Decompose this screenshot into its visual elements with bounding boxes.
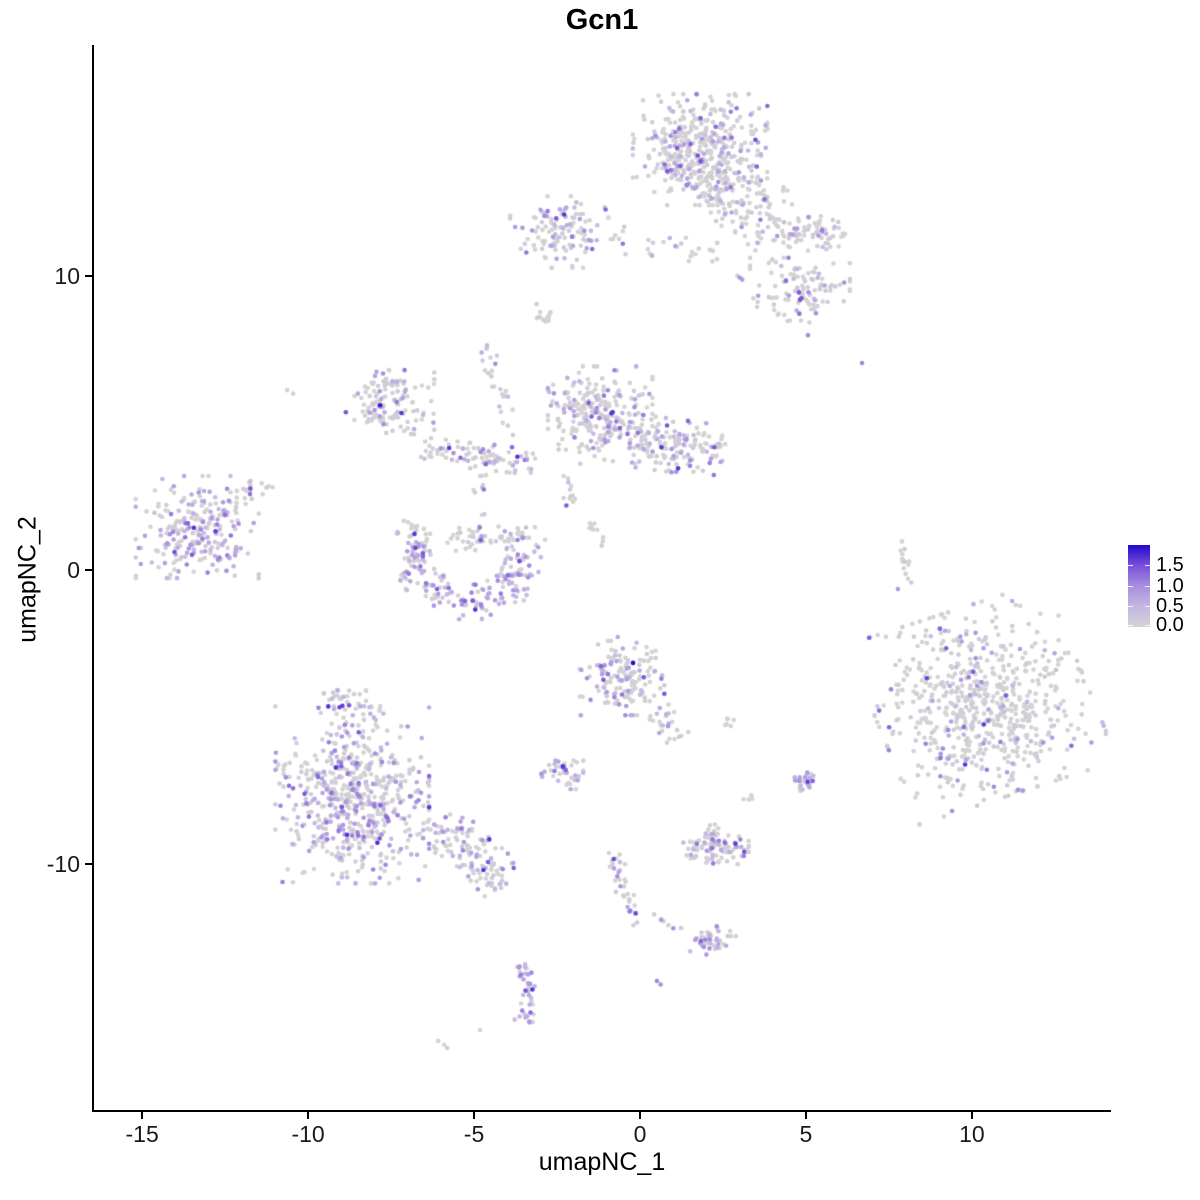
x-axis-title: umapNC_1 (538, 1148, 666, 1176)
x-tick-mark (141, 1112, 144, 1119)
x-tick-mark (639, 1112, 641, 1119)
x-tick-label: 0 (633, 1121, 647, 1147)
x-tick-label: -5 (463, 1121, 485, 1147)
legend-tick-mark (1145, 564, 1150, 566)
legend-tick-mark (1128, 564, 1133, 566)
x-tick-mark (804, 1112, 807, 1119)
legend-label: 1.5 (1156, 553, 1184, 576)
legend-label: 0.0 (1156, 613, 1184, 636)
y-tick-mark (85, 569, 92, 571)
y-axis-title: umapNC_2 (13, 516, 42, 643)
legend-tick-mark (1145, 624, 1150, 626)
x-tick-label: -10 (291, 1121, 325, 1147)
y-tick-label: 0 (67, 557, 80, 583)
x-tick-mark (473, 1112, 476, 1119)
legend-label: 0.5 (1156, 595, 1184, 618)
legend-tick-mark (1145, 586, 1150, 587)
y-axis-line (92, 45, 94, 1112)
legend-tick-mark (1128, 586, 1133, 587)
plot-area (94, 45, 1110, 1110)
x-tick-label: 5 (799, 1121, 813, 1147)
colorbar-gradient (1128, 545, 1150, 627)
x-tick-mark (307, 1112, 310, 1119)
legend-label: 1.0 (1156, 575, 1184, 597)
y-tick-label: -10 (46, 850, 80, 877)
x-axis-line (92, 1110, 1111, 1112)
legend-tick-mark (1128, 624, 1133, 626)
x-tick-mark (970, 1112, 973, 1119)
legend-tick-mark (1145, 606, 1150, 608)
y-tick-mark (85, 275, 92, 278)
x-tick-label: -15 (125, 1121, 159, 1147)
y-tick-mark (85, 862, 92, 865)
y-tick-label: 10 (54, 263, 80, 290)
plot-title: Gcn1 (565, 4, 639, 36)
x-tick-label: 10 (959, 1121, 985, 1147)
umap-scatter-canvas (94, 45, 1110, 1110)
legend-tick-mark (1128, 606, 1133, 608)
